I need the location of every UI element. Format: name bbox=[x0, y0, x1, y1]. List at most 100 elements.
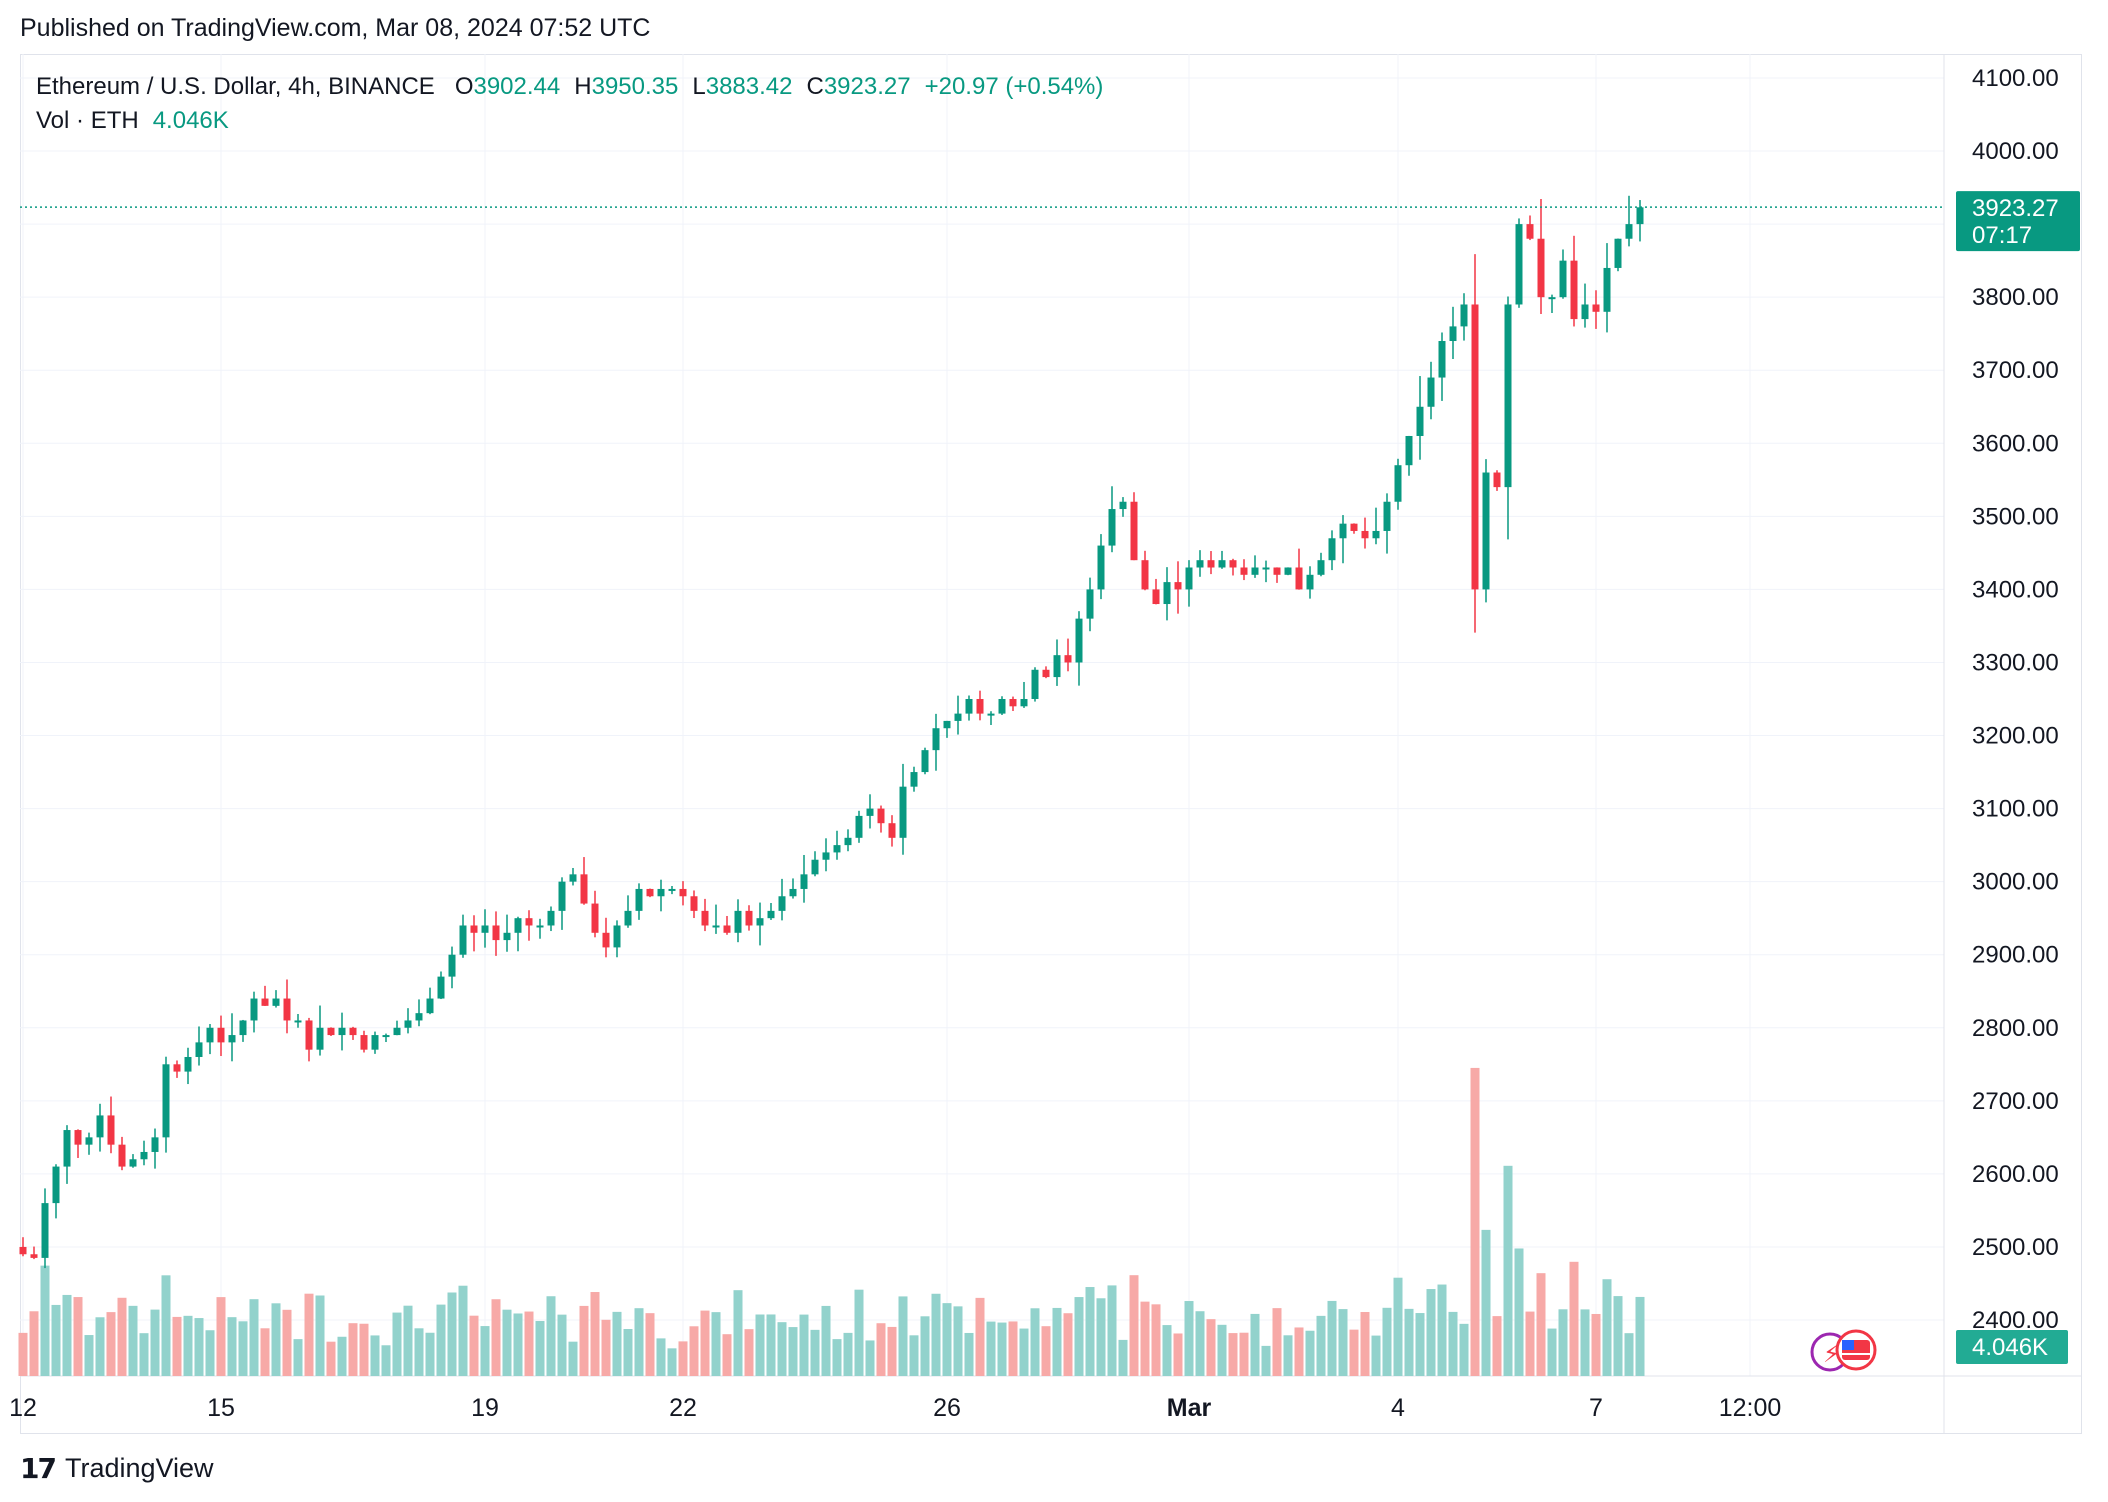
candle-body bbox=[426, 998, 434, 1014]
candle-body bbox=[1097, 545, 1105, 590]
candle-body bbox=[811, 859, 819, 875]
volume-bar bbox=[601, 1319, 611, 1376]
candle-body bbox=[514, 918, 522, 933]
candle-body bbox=[591, 903, 599, 933]
candle-body bbox=[580, 874, 588, 904]
footer-branding[interactable]: 17 TradingView bbox=[20, 1452, 214, 1485]
candle-body bbox=[162, 1064, 170, 1138]
legend-volume-row: Vol · ETH 4.046K bbox=[36, 104, 1103, 138]
candle-body bbox=[1394, 465, 1402, 502]
volume-bar bbox=[590, 1292, 600, 1376]
volume-bar bbox=[1195, 1311, 1205, 1376]
volume-bar bbox=[40, 1265, 50, 1376]
candle-body bbox=[404, 1020, 412, 1028]
candle-body bbox=[1240, 567, 1248, 575]
volume-bar bbox=[1283, 1335, 1293, 1376]
candle-body bbox=[1350, 523, 1358, 531]
volume-bar bbox=[172, 1316, 182, 1376]
volume-bar bbox=[865, 1340, 875, 1376]
y-tick-label: 3400.00 bbox=[1972, 576, 2059, 603]
candle-body bbox=[1207, 560, 1215, 568]
volume-bar bbox=[920, 1316, 930, 1376]
volume-bar bbox=[381, 1345, 391, 1376]
candle-body bbox=[1636, 207, 1644, 225]
candle-body bbox=[899, 786, 907, 838]
legend-open-value: 3902.44 bbox=[473, 73, 561, 100]
candle-body bbox=[888, 823, 896, 838]
volume-bar bbox=[821, 1305, 831, 1376]
candle-body bbox=[327, 1027, 335, 1036]
candle-body bbox=[503, 932, 511, 941]
volume-bar bbox=[1338, 1309, 1348, 1376]
price-tag-price: 3923.27 bbox=[1972, 195, 2059, 222]
candle-body bbox=[525, 918, 533, 926]
y-tick-label: 4100.00 bbox=[1972, 65, 2059, 92]
candle-body bbox=[217, 1027, 225, 1043]
volume-bar bbox=[73, 1297, 83, 1376]
price-tag-countdown: 07:17 bbox=[1972, 222, 2032, 249]
volume-bar bbox=[1184, 1301, 1194, 1376]
volume-bar bbox=[1481, 1229, 1491, 1376]
volume-bar bbox=[1074, 1297, 1084, 1376]
volume-bar bbox=[337, 1336, 347, 1376]
volume-bar bbox=[535, 1321, 545, 1376]
volume-bar bbox=[942, 1303, 952, 1376]
volume-bar bbox=[1107, 1285, 1117, 1376]
volume-bar bbox=[436, 1304, 446, 1376]
legend-volume-value: 4.046K bbox=[152, 107, 229, 134]
candle-body bbox=[1020, 699, 1028, 707]
candle-body bbox=[1427, 377, 1435, 407]
volume-bar bbox=[1558, 1309, 1568, 1376]
candle-body bbox=[1361, 530, 1369, 539]
candle-body bbox=[85, 1137, 93, 1145]
legend-volume-label: Vol · ETH bbox=[36, 107, 139, 134]
candle-body bbox=[910, 772, 918, 787]
candle-body bbox=[173, 1064, 181, 1072]
candle-body bbox=[679, 888, 687, 897]
chart-frame[interactable] bbox=[20, 54, 2082, 1434]
x-tick-label: Mar bbox=[1167, 1394, 1212, 1422]
candle-body bbox=[1482, 472, 1490, 590]
x-tick-label: 12 bbox=[9, 1394, 37, 1422]
y-tick-label: 3700.00 bbox=[1972, 357, 2059, 384]
chart-legend: Ethereum / U.S. Dollar, 4h, BINANCE O 390… bbox=[36, 70, 1103, 138]
volume-bar bbox=[1624, 1333, 1634, 1376]
legend-open-label: O bbox=[454, 73, 474, 100]
x-tick-label: 26 bbox=[933, 1394, 961, 1422]
legend-low-label: L bbox=[692, 73, 706, 100]
price-tag: 3923.27 07:17 bbox=[1956, 191, 2080, 252]
candle-body bbox=[1306, 574, 1314, 590]
event-markers[interactable]: ⚡ bbox=[1810, 1329, 1877, 1372]
y-tick-label: 3500.00 bbox=[1972, 503, 2059, 530]
legend-high-value: 3950.35 bbox=[591, 73, 679, 100]
candle-body bbox=[1328, 538, 1336, 561]
volume-bar bbox=[1349, 1329, 1359, 1376]
candle-body bbox=[998, 699, 1006, 714]
volume-bar bbox=[128, 1305, 138, 1376]
y-tick-label: 2800.00 bbox=[1972, 1015, 2059, 1042]
candle-body bbox=[712, 925, 720, 928]
price-tag-box bbox=[1956, 191, 2080, 252]
candle-body bbox=[1075, 618, 1083, 663]
volume-bar bbox=[975, 1297, 985, 1376]
candle-body bbox=[1372, 530, 1380, 539]
y-tick-label: 3100.00 bbox=[1972, 796, 2059, 823]
candle-body bbox=[1152, 589, 1160, 605]
volume-bar bbox=[62, 1294, 72, 1376]
volume-bar bbox=[755, 1314, 765, 1376]
legend-ohlc-row: Ethereum / U.S. Dollar, 4h, BINANCE O 390… bbox=[36, 70, 1103, 104]
legend-close-value: 3923.27 bbox=[823, 73, 911, 100]
volume-bar bbox=[491, 1299, 501, 1376]
candle-body bbox=[481, 925, 489, 933]
volume-bar bbox=[612, 1311, 622, 1376]
volume-bar bbox=[370, 1335, 380, 1376]
x-tick-label: 19 bbox=[471, 1394, 499, 1422]
volume-bar bbox=[1030, 1308, 1040, 1376]
candle-body bbox=[1405, 435, 1413, 466]
volume-bar bbox=[161, 1275, 171, 1376]
volume-bar bbox=[854, 1289, 864, 1376]
candle-body bbox=[976, 699, 984, 714]
candle-body bbox=[1031, 669, 1039, 699]
candle-body bbox=[1614, 238, 1622, 268]
